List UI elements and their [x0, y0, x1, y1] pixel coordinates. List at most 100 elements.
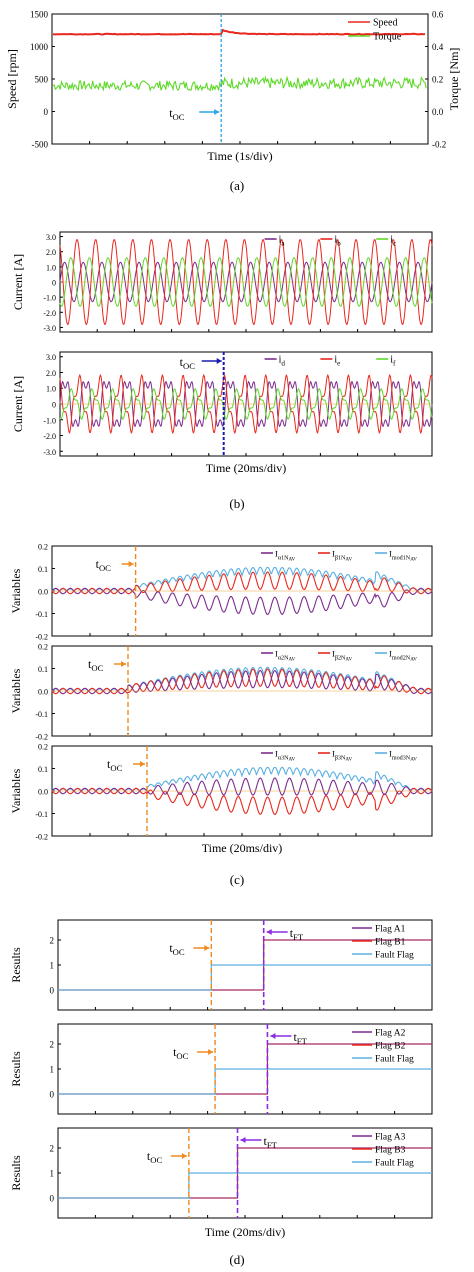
chart-c3-xlabel: Time (20ms/div)	[202, 841, 283, 855]
chart-a: 1500 1000 500 0 -500 0.6 0.4 0.2 0.0 -0.2 tOC Speed…	[5, 10, 461, 194]
chart-a-series-torque	[52, 75, 427, 92]
chart-a-left-tick-label: 500	[35, 75, 49, 85]
chart-c1-tick-label: 0.2	[38, 543, 48, 552]
chart-a-ylabel-right: Torque [Nm]	[447, 48, 461, 111]
chart-b2-legend-label: if	[390, 355, 396, 368]
chart-a-annotation-arrow-head	[214, 109, 220, 115]
chart-a-right-tick-label: 0.6	[432, 10, 444, 20]
chart-d3: 2 1 0 tOC tFT Flag A3 Flag B3 Fault Flag Results…	[9, 1127, 433, 1267]
chart-c1-tick-label: -0.1	[35, 610, 48, 619]
chart-c1-legend-label: Iβ1NAV	[332, 549, 352, 563]
chart-c3-series-alpha	[51, 777, 433, 796]
chart-c1-annotation: tOC	[96, 557, 112, 573]
chart-d1-tick-label: 2	[50, 936, 55, 946]
chart-d2-tick-label: 0	[50, 1090, 55, 1100]
chart-a-legend-label: Torque	[373, 32, 402, 43]
chart-d3-tick-label: 0	[50, 1194, 55, 1204]
chart-a-right-tick-label: 0.2	[432, 75, 443, 85]
chart-c3-tick-label: 0.1	[38, 765, 48, 774]
chart-d3-oc-annotation-arrow-head	[181, 1153, 187, 1159]
chart-c3-tick-label: -0.2	[35, 833, 48, 842]
chart-c3-legend-label: Imod3NAV	[389, 749, 417, 763]
chart-a-left-tick-label: 1000	[30, 42, 49, 52]
chart-d3-series-fault	[58, 1172, 432, 1199]
chart-d2-legend-label: Flag A2	[375, 1029, 406, 1039]
chart-c1-tick-label: 0.0	[38, 588, 48, 597]
chart-c3-tick-label: -0.1	[35, 810, 48, 819]
chart-b2-xlabel: Time (20ms/div)	[206, 461, 287, 475]
chart-a-legend-label: Speed	[373, 18, 397, 29]
chart-c1-legend-label: Iα1NAV	[275, 549, 296, 563]
chart-b1-tick-label: 1.0	[46, 263, 56, 272]
chart-a-right-tick-label: 0.0	[432, 107, 444, 117]
chart-b2-tick-label: 2.0	[46, 369, 56, 378]
chart-d3-ft-annotation: tFT	[264, 1134, 278, 1150]
chart-c1-annotation-arrow-head	[128, 561, 134, 567]
chart-a-left-tick-label: 0	[44, 107, 49, 117]
chart-b2-annotation: tOC	[180, 355, 196, 371]
chart-d1-ylabel: Results	[9, 947, 23, 983]
panel-label-a: (a)	[230, 178, 244, 193]
chart-c2-series-alpha	[51, 669, 433, 695]
chart-c2-ylabel: Variables	[9, 668, 23, 713]
chart-b2-legend-label: id	[279, 355, 286, 368]
chart-d1-tick-label: 0	[50, 986, 55, 996]
chart-d3-tick-label: 2	[50, 1144, 55, 1154]
chart-c1-tick-label: -0.2	[35, 633, 48, 642]
chart-b2-ylabel: Current [A]	[11, 376, 25, 432]
chart-b2-series-i_e	[59, 373, 433, 435]
chart-c2-annotation: tOC	[88, 657, 104, 673]
chart-a-right-tick-label: -0.2	[432, 140, 446, 150]
chart-d1-legend-label: Fault Flag	[375, 951, 414, 961]
chart-a-left-tick-label: -500	[32, 140, 49, 150]
chart-d2-series-fault	[58, 1068, 432, 1095]
chart-b2-tick-label: 0	[52, 401, 56, 410]
chart-d1-legend-label: Flag B1	[375, 938, 406, 948]
chart-a-annotation: tOC	[169, 106, 185, 122]
chart-d3-tick-label: 1	[50, 1169, 55, 1179]
chart-c3-legend-label: Iα3NAV	[275, 749, 296, 763]
chart-c3-ylabel: Variables	[9, 768, 23, 813]
chart-b1-ylabel: Current [A]	[11, 254, 25, 310]
chart-d1-ft-annotation-arrow-head	[266, 929, 272, 935]
panel-label-b: (b)	[229, 496, 244, 511]
chart-c2-tick-label: -0.2	[35, 733, 48, 742]
chart-d1-ft-annotation: tFT	[290, 926, 304, 942]
chart-b1-tick-label: -3.0	[43, 324, 56, 333]
chart-b2-tick-label: -3.0	[43, 448, 56, 457]
chart-c2-tick-label: 0.2	[38, 643, 48, 652]
chart-a-series-speed	[52, 28, 426, 36]
chart-b1-tick-label: 2.0	[46, 248, 56, 257]
chart-c2-tick-label: 0.1	[38, 665, 48, 674]
chart-b2-tick-label: 3.0	[46, 353, 56, 362]
chart-c2-legend-label: Iα2NAV	[275, 649, 296, 663]
chart-d3-xlabel: Time (20ms/div)	[205, 1225, 286, 1239]
chart-c2-legend-label: Imod2NAV	[389, 649, 417, 663]
chart-c3: 0.2 0.1 0.0 -0.1 -0.2 tOC Iα3NAV Iβ3NAV Imod3NAV…	[9, 743, 433, 887]
chart-d1-tick-label: 1	[50, 961, 55, 971]
chart-c1-tick-label: 0.1	[38, 565, 48, 574]
chart-c1-ylabel: Variables	[9, 568, 23, 613]
chart-c2-tick-label: 0.0	[38, 688, 48, 697]
chart-b1: 3.0 2.0 1.0 0 -1.0 -2.0 -3.0 ia ib ic Current [A]	[11, 231, 433, 333]
chart-d1-oc-annotation: tOC	[169, 941, 185, 957]
chart-b1-tick-label: 0	[52, 279, 56, 288]
chart-d3-ft-annotation-arrow-head	[240, 1137, 246, 1143]
chart-b2-tick-label: -2.0	[43, 432, 56, 441]
chart-b2-series-i_f	[59, 388, 433, 420]
chart-b1-legend-label: ia	[279, 235, 286, 248]
chart-d1-legend-label: Flag A1	[375, 925, 406, 935]
chart-d2-oc-annotation: tOC	[173, 1045, 189, 1061]
chart-d2-tick-label: 2	[50, 1040, 55, 1050]
chart-b1-legend-label: ic	[390, 235, 396, 248]
chart-c2-annotation-arrow-head	[121, 661, 126, 667]
chart-b1-legend-label: ib	[334, 235, 341, 248]
chart-c3-annotation: tOC	[107, 757, 123, 773]
chart-d3-legend-label: Fault Flag	[375, 1159, 414, 1169]
chart-c2-tick-label: -0.1	[35, 710, 48, 719]
chart-b2-annotation-arrow-head	[216, 358, 222, 364]
chart-d1-series-fault	[58, 964, 432, 991]
chart-b2-tick-label: 1.0	[46, 385, 56, 394]
chart-c1: 0.2 0.1 0.0 -0.1 -0.2 tOC Iα1NAV Iβ1NAV Imod1NAV…	[9, 543, 433, 642]
